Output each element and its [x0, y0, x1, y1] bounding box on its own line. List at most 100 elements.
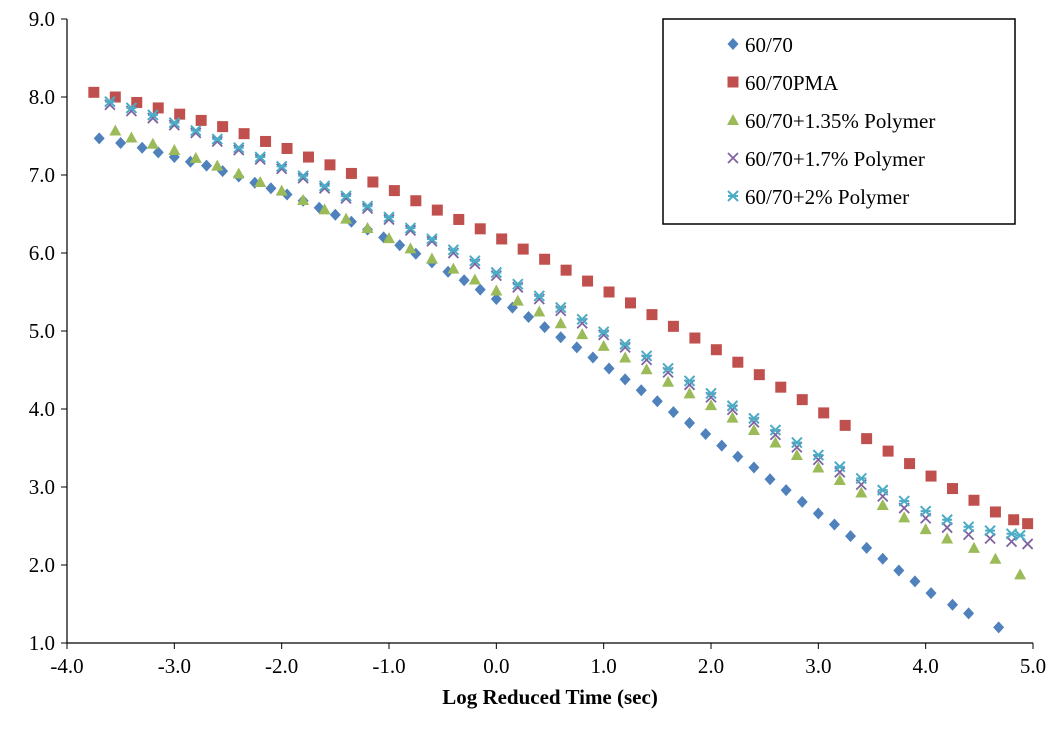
data-point — [812, 449, 825, 461]
data-point — [828, 518, 840, 531]
x-tick-label: 1.0 — [591, 654, 617, 678]
data-point — [490, 266, 503, 279]
data-point — [705, 387, 717, 400]
data-point — [710, 344, 722, 356]
data-point — [925, 587, 937, 600]
data-point — [152, 146, 164, 159]
x-tick-label: 5.0 — [1020, 654, 1046, 678]
data-point — [812, 507, 824, 520]
data-point — [941, 532, 954, 544]
data-point — [275, 184, 288, 196]
y-tick-label: 5.0 — [29, 319, 55, 343]
data-point — [619, 338, 631, 350]
legend-marker — [727, 190, 739, 202]
data-point — [254, 151, 266, 163]
data-point — [201, 159, 213, 172]
y-tick-label: 7.0 — [29, 163, 55, 187]
data-point — [1005, 528, 1018, 540]
data-point — [260, 135, 272, 147]
data-point — [769, 429, 782, 441]
data-point — [962, 521, 975, 533]
data-point — [683, 387, 696, 399]
legend-label: 60/70 — [745, 33, 793, 57]
data-point — [394, 239, 406, 252]
data-point — [324, 159, 336, 171]
data-point — [640, 350, 653, 362]
data-point — [388, 185, 400, 197]
data-point — [410, 195, 422, 207]
data-point — [748, 412, 760, 425]
data-point — [662, 375, 675, 387]
x-tick-label: -2.0 — [265, 654, 298, 678]
x-tick-label: -3.0 — [158, 654, 191, 678]
x-tick-label: -1.0 — [372, 654, 405, 678]
data-point — [533, 290, 545, 302]
data-point — [109, 124, 122, 136]
legend-item: 60/70 — [727, 33, 793, 57]
data-point — [662, 362, 674, 375]
data-point — [919, 523, 932, 535]
data-point — [131, 96, 143, 108]
data-point — [716, 439, 728, 452]
data-point — [340, 212, 353, 224]
data-point — [947, 598, 958, 611]
x-axis-title: Log Reduced Time (sec) — [442, 685, 658, 709]
data-point — [893, 564, 905, 577]
data-point — [984, 524, 996, 537]
data-point — [597, 326, 610, 338]
data-point — [898, 495, 910, 507]
data-point — [989, 552, 1002, 564]
data-point — [1008, 514, 1020, 526]
data-point — [904, 458, 916, 470]
data-point — [265, 182, 277, 195]
data-point — [345, 167, 357, 179]
series-5-points — [104, 95, 1026, 542]
data-point — [554, 317, 567, 329]
data-point — [898, 511, 911, 523]
data-point — [700, 427, 712, 440]
data-point — [635, 384, 647, 397]
data-point — [560, 264, 572, 276]
data-point — [834, 461, 846, 473]
data-point — [539, 253, 551, 265]
y-tick-label: 1.0 — [29, 631, 55, 655]
data-point — [877, 484, 889, 496]
data-point — [152, 102, 164, 114]
data-point — [238, 128, 250, 140]
data-point — [812, 461, 825, 473]
data-point — [469, 255, 481, 267]
data-point — [941, 514, 953, 526]
data-point — [189, 151, 202, 163]
data-point — [383, 211, 395, 223]
legend-marker — [727, 76, 739, 88]
y-tick-label: 9.0 — [29, 7, 55, 31]
data-point — [587, 351, 599, 364]
data-point — [211, 133, 223, 145]
data-point — [1014, 529, 1026, 542]
data-point — [474, 283, 486, 296]
legend-marker — [727, 38, 739, 50]
data-point — [211, 159, 224, 171]
data-point — [125, 102, 138, 114]
data-point — [775, 381, 787, 393]
legend: 60/70 60/70PMA 60/70+1.35% Polymer 60/70+1.… — [662, 18, 1016, 225]
data-point — [989, 506, 1001, 518]
legend-marker — [727, 114, 739, 125]
data-point — [667, 406, 679, 419]
data-point — [281, 142, 293, 154]
data-point — [104, 95, 116, 108]
data-point — [174, 108, 186, 120]
data-point — [769, 436, 782, 448]
data-point — [796, 495, 808, 508]
data-point — [818, 407, 830, 419]
legend-item: 60/70+1.35% Polymer — [727, 109, 935, 133]
x-tick-label: 0.0 — [483, 654, 509, 678]
data-point — [318, 203, 331, 215]
data-point — [297, 170, 309, 182]
data-point — [919, 505, 932, 517]
data-point — [705, 399, 717, 411]
data-point — [109, 91, 121, 103]
data-point — [877, 552, 889, 565]
data-point — [458, 274, 470, 287]
